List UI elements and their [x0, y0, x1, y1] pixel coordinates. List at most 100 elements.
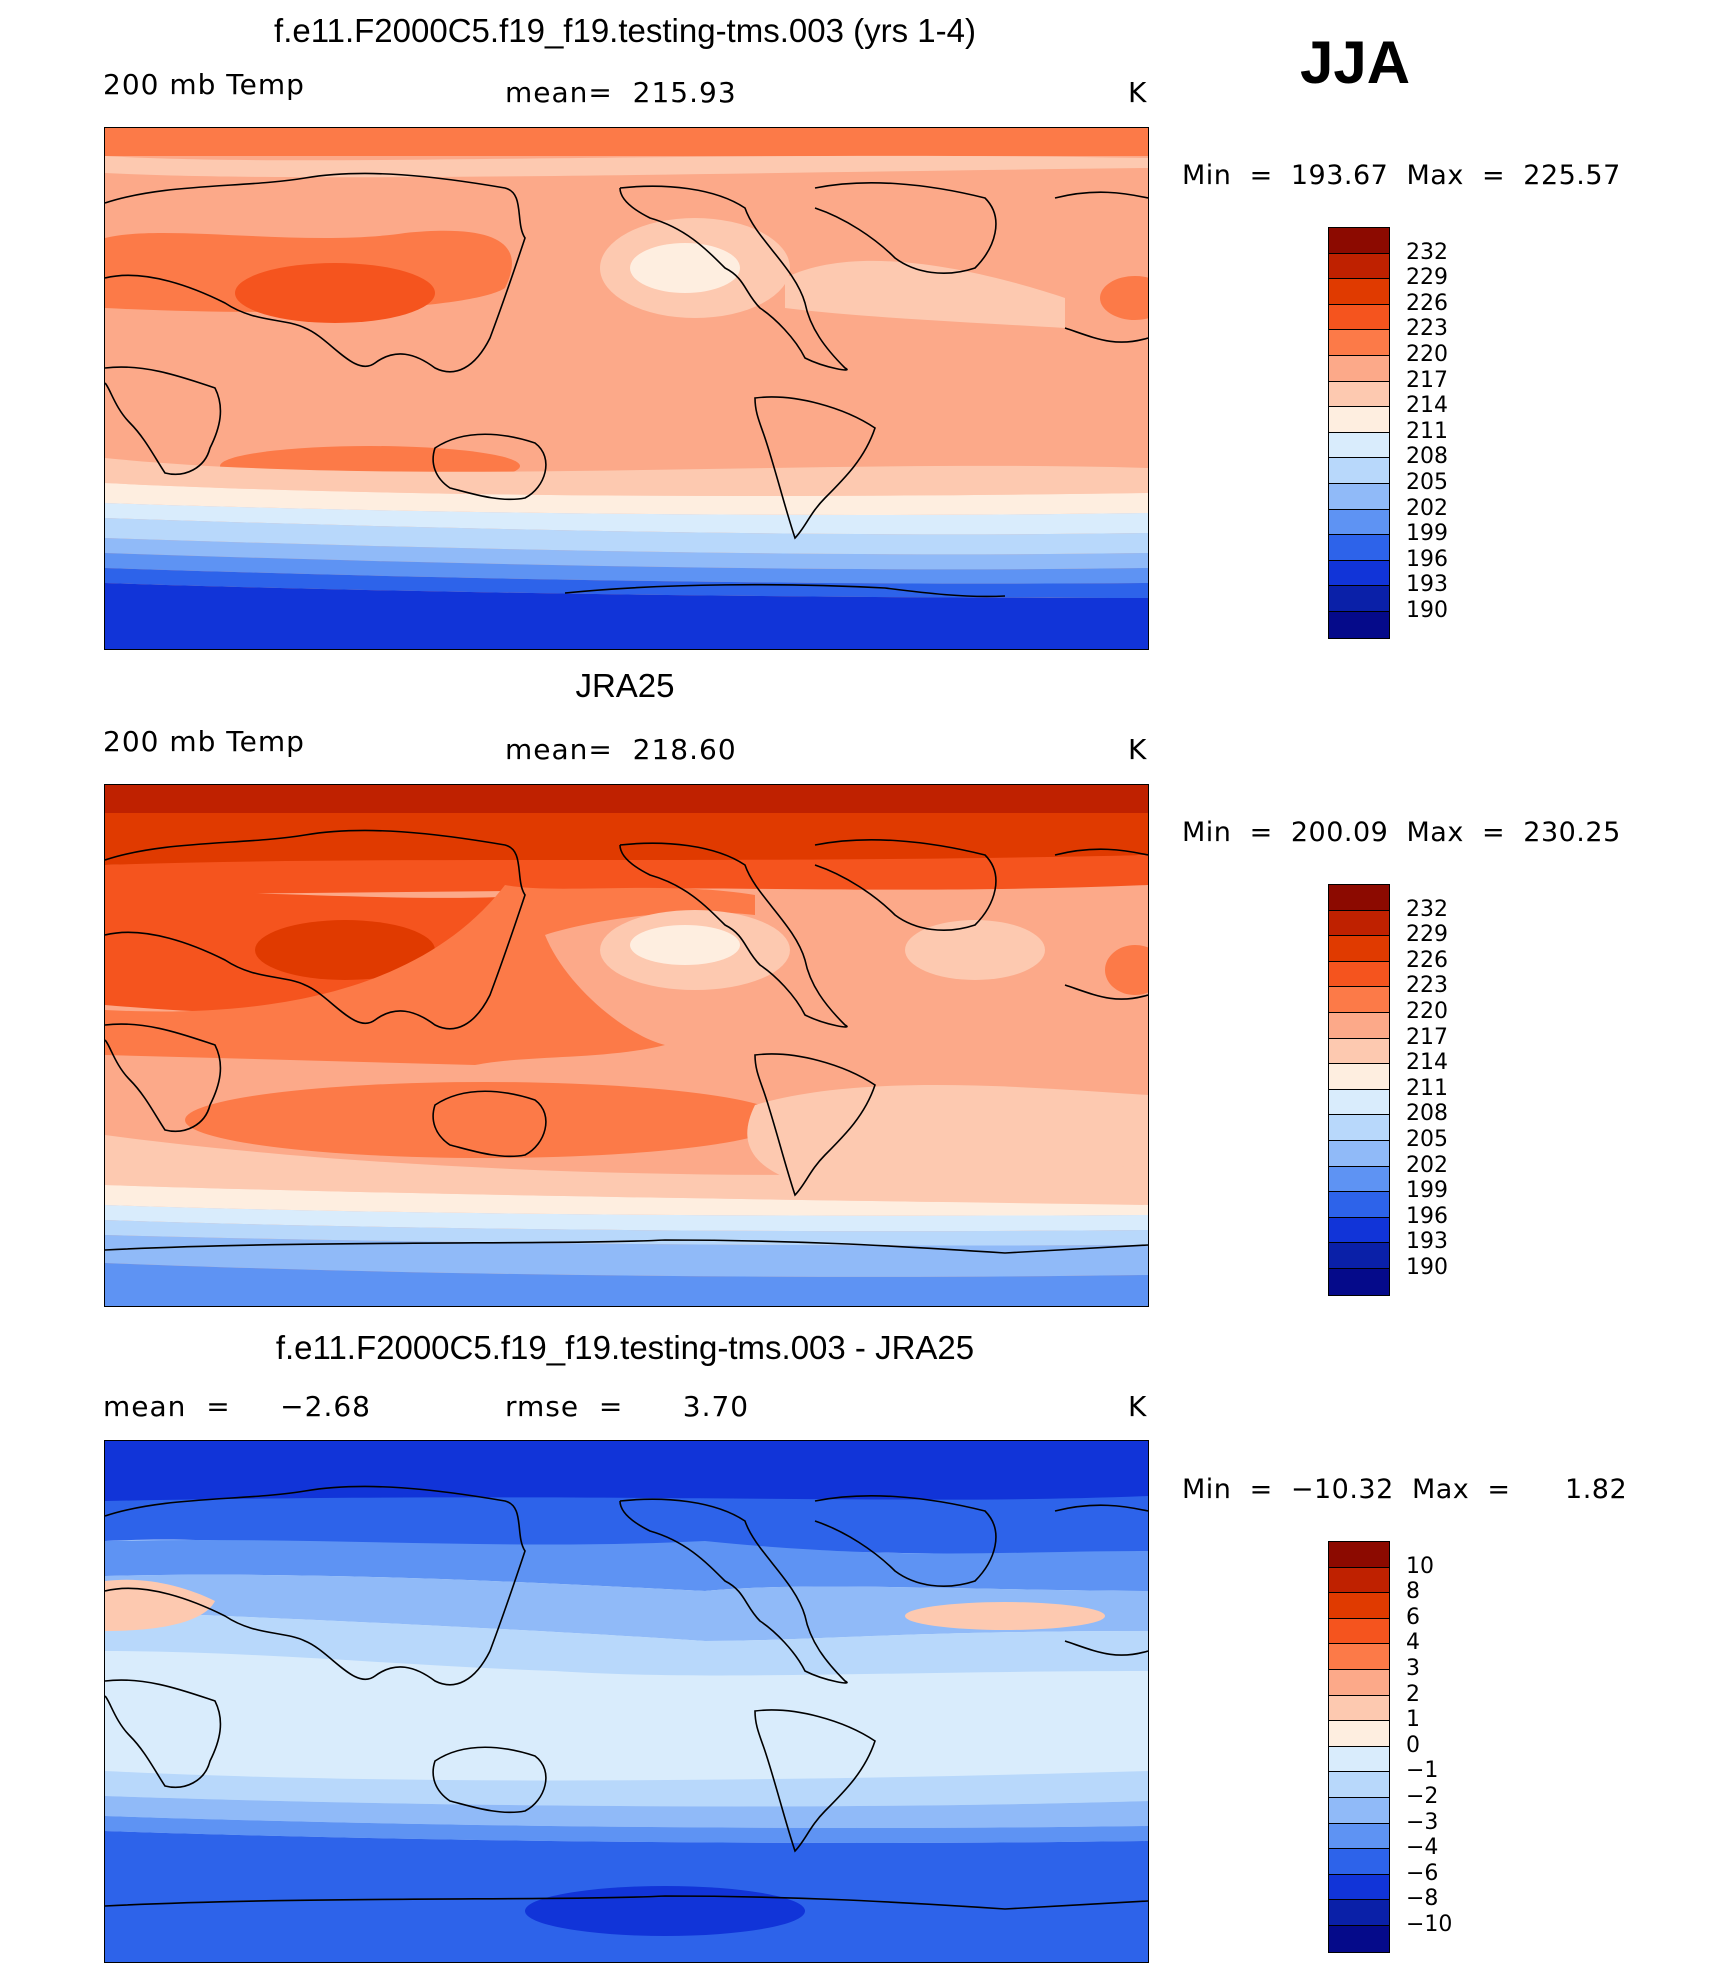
colorbar-tick-label: −2 [1406, 1784, 1439, 1809]
colorbar-tick-label: 196 [1406, 546, 1448, 572]
colorbar-swatch [1329, 1166, 1389, 1193]
colorbar-tick-label: −1 [1406, 1758, 1439, 1784]
colorbar-swatch [1329, 432, 1389, 459]
colorbar-swatch [1329, 1849, 1389, 1875]
band-199 [105, 1263, 1148, 1306]
colorbar-swatch [1329, 1243, 1389, 1269]
colorbar-swatch [1329, 381, 1389, 408]
southern-band-minus2 [105, 1771, 1148, 1807]
panel-3-contour-plot [105, 1441, 1148, 1962]
colorbar-tick-label: 223 [1406, 316, 1448, 342]
panel-2-map [104, 784, 1149, 1307]
panel-2-contour-plot [105, 785, 1148, 1306]
colorbar-tick-label: 190 [1406, 598, 1448, 623]
panel-3-map [104, 1440, 1149, 1963]
colorbar-tick-label: −4 [1406, 1835, 1439, 1861]
colorbar-tick-label: 220 [1406, 342, 1448, 367]
colorbar-tick-label: 214 [1406, 1050, 1448, 1076]
panel-2-mean-label: mean= 218.60 [505, 733, 737, 766]
colorbar-tick-label: 199 [1406, 1178, 1448, 1204]
colorbar-swatch [1329, 330, 1389, 356]
band-214 [105, 458, 1148, 496]
colorbar-swatch [1329, 1669, 1389, 1696]
colorbar-swatch [1329, 1542, 1389, 1568]
colorbar-swatch [1329, 1038, 1389, 1065]
colorbar-tick-label: 205 [1406, 1127, 1448, 1152]
colorbar-tick-label: 202 [1406, 495, 1448, 521]
panel-3-minmax: Min = −10.32 Max = 1.82 [1182, 1474, 1628, 1505]
colorbar-tick-label: 208 [1406, 444, 1448, 470]
colorbar-swatch [1329, 1721, 1389, 1747]
colorbar-tick-label: 217 [1406, 367, 1448, 393]
antarctic-cold-core [525, 1886, 805, 1936]
pacific-cool-core [630, 243, 740, 293]
panel-1-minmax: Min = 193.67 Max = 225.57 [1182, 160, 1621, 191]
colorbar-tick-label: 220 [1406, 999, 1448, 1024]
colorbar-tick-label: −3 [1406, 1809, 1439, 1835]
colorbar-swatch [1329, 987, 1389, 1013]
band-202 [105, 538, 1148, 570]
colorbar-tick-label: 193 [1406, 572, 1448, 598]
panel-3-rmse-label: rmse = 3.70 [505, 1390, 750, 1423]
colorbar-swatch [1329, 509, 1389, 536]
colorbar-tick-label: −8 [1406, 1886, 1439, 1912]
panel-3-mean-label: mean = −2.68 [103, 1390, 371, 1423]
colorbar-tick-label: 2 [1406, 1681, 1420, 1707]
atlantic-warm [905, 1602, 1105, 1630]
tibet-core-region [235, 263, 435, 323]
band-205 [105, 1220, 1148, 1246]
colorbar-tick-label: 1 [1406, 1707, 1420, 1733]
band-minus2 [105, 1611, 1148, 1676]
band-193 [105, 583, 1148, 649]
band-208 [105, 503, 1148, 535]
colorbar-tick-label: 223 [1406, 973, 1448, 999]
panel-1-title: f.e11.F2000C5.f19_f19.testing-tms.003 (y… [274, 12, 976, 49]
coastlines [105, 1485, 1148, 1910]
colorbar-swatch [1329, 1089, 1389, 1116]
colorbar-swatch [1329, 936, 1389, 962]
coastlines [105, 172, 1148, 598]
panel-2-colorbar [1328, 884, 1390, 1296]
colorbar-tick-label: 6 [1406, 1604, 1420, 1630]
colorbar-swatch [1329, 483, 1389, 510]
panel-3-colorbar [1328, 1541, 1390, 1953]
colorbar-tick-label: 232 [1406, 239, 1448, 265]
band-214 [105, 1135, 1148, 1205]
atlantic-cool-region [785, 260, 1065, 328]
colorbar-swatch [1329, 1695, 1389, 1722]
tibet-core-region [255, 920, 435, 980]
colorbar-tick-label: 190 [1406, 1255, 1448, 1280]
colorbar-swatch [1329, 1772, 1389, 1798]
colorbar-tick-label: −6 [1406, 1860, 1439, 1886]
pacific-cool-core [630, 925, 740, 965]
panel-1-mean-label: mean= 215.93 [505, 76, 737, 109]
colorbar-tick-label: 193 [1406, 1229, 1448, 1255]
colorbar-tick-label: 211 [1406, 1075, 1448, 1101]
colorbar-tick-label: 4 [1406, 1630, 1420, 1656]
colorbar-swatch [1329, 407, 1389, 433]
colorbar-tick-label: 211 [1406, 418, 1448, 444]
panel-1-variable-label: 200 mb Temp [103, 68, 305, 101]
colorbar-tick-label: 3 [1406, 1656, 1420, 1681]
colorbar-swatch [1329, 1593, 1389, 1619]
colorbar-swatch [1329, 1064, 1389, 1090]
colorbar-tick-label: 196 [1406, 1203, 1448, 1229]
colorbar-swatch [1329, 1900, 1389, 1926]
colorbar-swatch [1329, 1012, 1389, 1039]
panel-1-map [104, 127, 1149, 650]
colorbar-tick-label: 229 [1406, 922, 1448, 948]
colorbar-swatch [1329, 458, 1389, 484]
panel-1-units-label: K [1128, 76, 1148, 109]
colorbar-swatch [1329, 304, 1389, 331]
colorbar-swatch [1329, 1874, 1389, 1901]
southern-warm-band [185, 1082, 785, 1158]
colorbar-swatch [1329, 1192, 1389, 1218]
panel-2-variable-label: 200 mb Temp [103, 725, 305, 758]
colorbar-tick-label: 214 [1406, 393, 1448, 419]
band-220 [105, 885, 755, 1065]
panel-1-colorbar [1328, 227, 1390, 639]
colorbar-tick-label: 217 [1406, 1024, 1448, 1050]
colorbar-swatch [1329, 1140, 1389, 1167]
midlatitude-band [105, 855, 1148, 895]
colorbar-tick-label: 0 [1406, 1732, 1420, 1758]
